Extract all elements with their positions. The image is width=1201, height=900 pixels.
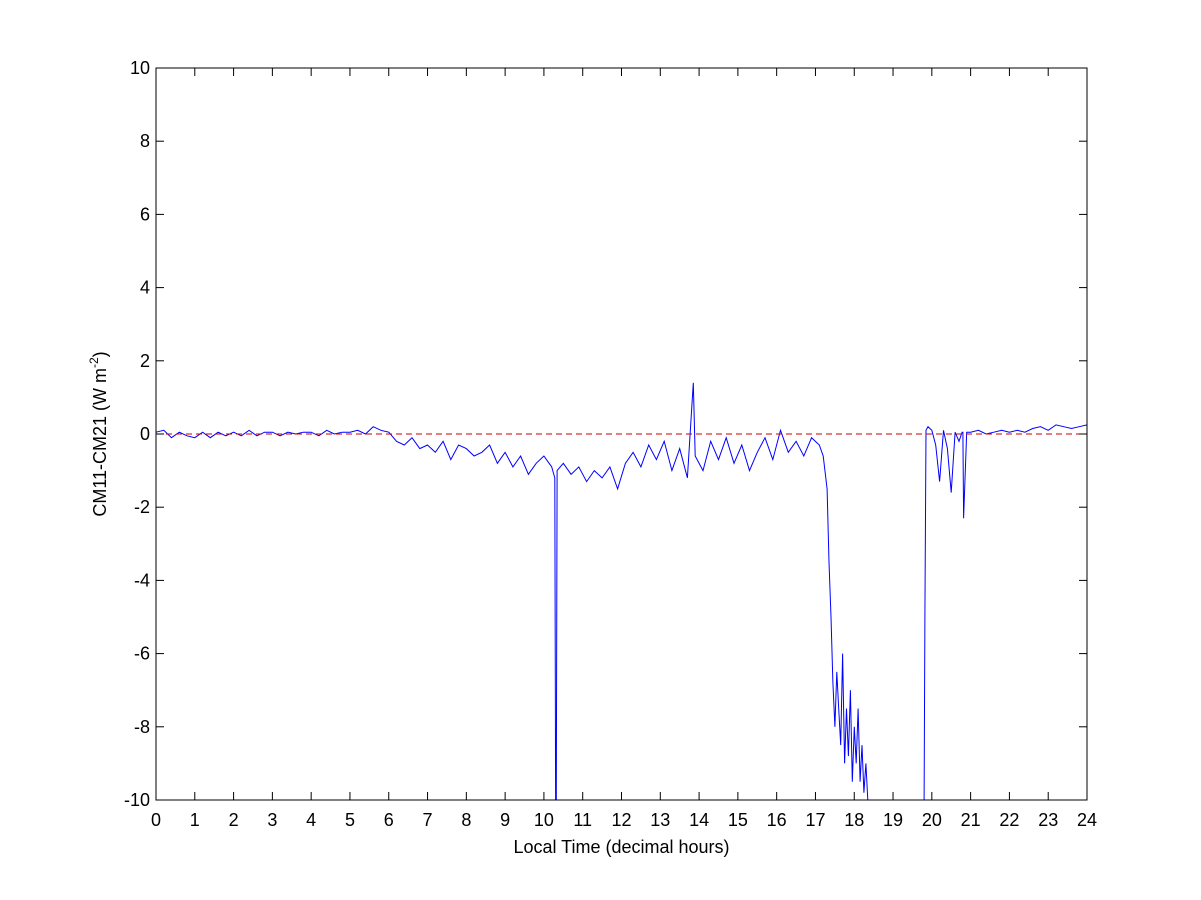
x-tick-label: 13 xyxy=(650,810,670,830)
x-tick-label: 21 xyxy=(961,810,981,830)
y-tick-label: -6 xyxy=(134,644,150,664)
y-tick-label: -2 xyxy=(134,497,150,517)
x-tick-label: 23 xyxy=(1038,810,1058,830)
y-tick-label: -10 xyxy=(124,790,150,810)
x-tick-label: 2 xyxy=(229,810,239,830)
x-tick-label: 6 xyxy=(384,810,394,830)
x-tick-label: 15 xyxy=(728,810,748,830)
y-axis-title-prefix: CM11-CM21 (W m xyxy=(90,368,110,517)
x-tick-label: 5 xyxy=(345,810,355,830)
x-tick-label: 10 xyxy=(534,810,554,830)
series-layer xyxy=(155,382,1088,801)
y-axis-title: CM11-CM21 (W m-2) xyxy=(87,351,110,516)
difference-series-line xyxy=(155,382,1088,801)
x-tick-label: 7 xyxy=(423,810,433,830)
y-tick-label: 6 xyxy=(140,204,150,224)
x-tick-label: 9 xyxy=(500,810,510,830)
x-tick-label: 8 xyxy=(461,810,471,830)
x-tick-label: 3 xyxy=(267,810,277,830)
y-axis-title-superscript: -2 xyxy=(87,357,101,368)
x-tick-label: 4 xyxy=(306,810,316,830)
y-tick-label: 4 xyxy=(140,278,150,298)
x-tick-label: 20 xyxy=(922,810,942,830)
x-tick-label: 19 xyxy=(883,810,903,830)
y-tick-label: -4 xyxy=(134,570,150,590)
x-tick-label: 14 xyxy=(689,810,709,830)
x-tick-label: 11 xyxy=(573,810,592,830)
y-tick-label: 0 xyxy=(140,424,150,444)
x-tick-label: 24 xyxy=(1077,810,1097,830)
x-tick-label: 1 xyxy=(190,810,200,830)
y-axis-title-suffix: ) xyxy=(90,351,110,357)
x-tick-label: 17 xyxy=(805,810,825,830)
plot-frame xyxy=(155,67,1088,801)
y-tick-label: 10 xyxy=(130,58,150,78)
x-tick-label: 0 xyxy=(151,810,161,830)
y-tick-label: -8 xyxy=(134,717,150,737)
x-axis-title: Local Time (decimal hours) xyxy=(513,837,729,857)
ticks-layer: 0 1 2 3 4 5 6 7 8 9 10 11 12 13 14 15 16 17 18 19 20 21 22 23 24… xyxy=(124,58,1097,830)
x-tick-label: 22 xyxy=(999,810,1019,830)
x-tick-label: 16 xyxy=(767,810,787,830)
x-tick-label: 18 xyxy=(844,810,864,830)
y-tick-label: 2 xyxy=(140,351,150,371)
x-tick-label: 12 xyxy=(611,810,631,830)
y-tick-label: 8 xyxy=(140,131,150,151)
